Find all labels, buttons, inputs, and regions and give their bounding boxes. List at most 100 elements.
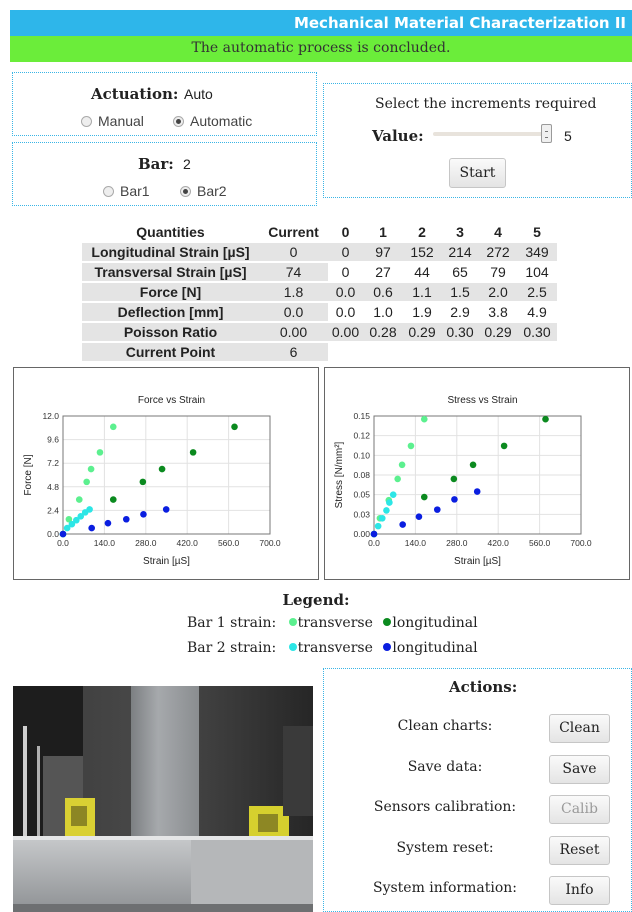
y-tick-label: 0.0: [47, 529, 59, 539]
data-point: [394, 475, 401, 483]
bar2-label: Bar2: [197, 183, 227, 199]
radio-bar2[interactable]: [180, 186, 191, 197]
actuation-value: Auto: [184, 86, 213, 102]
cell: 0.00: [328, 323, 363, 341]
data-point: [433, 506, 441, 513]
data-point: [86, 506, 93, 513]
x-tick-label: 420.0: [488, 538, 510, 548]
data-point: [158, 465, 166, 473]
x-tick-label: 140.0: [94, 538, 116, 548]
cell: [517, 343, 557, 361]
x-tick-label: 140.0: [405, 538, 427, 548]
data-point: [189, 449, 197, 456]
y-tick-label: 0.05: [353, 490, 370, 500]
info-button[interactable]: Info: [549, 876, 610, 905]
y-axis-label: Stress [N/mm²]: [334, 441, 345, 508]
row-label: Force [N]: [82, 283, 259, 301]
data-point: [162, 506, 170, 513]
data-point: [63, 524, 71, 532]
cell: 1.5: [441, 283, 479, 301]
cell: 97: [363, 243, 403, 261]
radio-bar1[interactable]: [103, 186, 114, 197]
table-row: Poisson Ratio 0.00 0.00 0.28 0.29 0.30 0…: [82, 323, 557, 341]
calib-button[interactable]: Calib: [549, 795, 610, 824]
slider-handle[interactable]: [541, 124, 552, 143]
legend-bar2-label: Bar 2 strain:: [187, 640, 277, 656]
cell: [479, 343, 517, 361]
save-button[interactable]: Save: [549, 755, 610, 784]
cell: 1.0: [363, 303, 403, 321]
data-point: [386, 499, 393, 506]
clean-button[interactable]: Clean: [549, 714, 610, 743]
chart-title: Stress vs Strain: [447, 395, 517, 406]
data-point: [420, 415, 428, 423]
bar2-option[interactable]: Bar2: [180, 183, 227, 199]
quantities-table: Quantities Current 0 1 2 3 4 5 Longitudi…: [82, 221, 557, 363]
y-tick-label: 4.8: [47, 482, 59, 492]
action-label-reset: System reset:: [396, 840, 494, 856]
cell: 0.0: [328, 303, 363, 321]
x-tick-label: 560.0: [529, 538, 551, 548]
row-label: Transversal Strain [µS]: [82, 263, 259, 281]
reset-button[interactable]: Reset: [549, 836, 610, 865]
data-point: [87, 465, 95, 473]
data-point: [88, 524, 95, 532]
cell: 349: [517, 243, 557, 261]
x-tick-label: 0.0: [57, 538, 69, 548]
camera-scene-svg: [13, 686, 313, 912]
cell: 0.29: [479, 323, 517, 341]
x-tick-label: 0.0: [368, 538, 380, 548]
data-point: [415, 513, 423, 520]
radio-automatic[interactable]: [173, 116, 184, 127]
x-axis-label: Strain [µS]: [143, 556, 190, 567]
cell: 27: [363, 263, 403, 281]
y-tick-label: 0.00: [353, 529, 370, 539]
data-point: [399, 521, 406, 528]
actuation-manual-label: Manual: [98, 113, 144, 129]
start-button[interactable]: Start: [449, 158, 506, 188]
cell: 214: [441, 243, 479, 261]
bar-label: Bar:: [138, 155, 174, 173]
data-point: [65, 515, 73, 523]
y-axis-label: Force [N]: [23, 454, 34, 495]
stress-vs-strain-chart: 0.0 140.0 280.0 420.0 560.0 700.0 0.00 0.03 0.05…: [324, 367, 630, 580]
radio-manual[interactable]: [81, 116, 92, 127]
data-point: [451, 496, 458, 503]
data-point: [378, 514, 386, 522]
cell: 0: [328, 243, 363, 261]
actuation-automatic-option[interactable]: Automatic: [173, 113, 252, 129]
increments-panel: Select the increments required Value: 5: [323, 83, 632, 198]
data-point: [500, 442, 508, 450]
x-tick-label: 700.0: [570, 538, 592, 548]
y-tick-label: 7.2: [47, 458, 59, 468]
data-point: [96, 449, 104, 456]
bar1-option[interactable]: Bar1: [103, 183, 150, 199]
actuation-manual-option[interactable]: Manual: [81, 113, 144, 129]
data-point: [59, 530, 67, 538]
plot-area: [373, 415, 582, 535]
row-label: Longitudinal Strain [µS]: [82, 243, 259, 261]
cell: 0.29: [403, 323, 441, 341]
table-header-row: Quantities Current 0 1 2 3 4 5: [82, 223, 557, 241]
table-row: Longitudinal Strain [µS] 0 0 97 152 214 …: [82, 243, 557, 261]
data-point: [109, 423, 117, 431]
data-point: [473, 488, 481, 495]
legend-row-bar2: Bar 2 strain: transverse longitudinal: [187, 640, 478, 656]
y-tick-label: 0.12: [353, 431, 370, 441]
bar1-label: Bar1: [120, 183, 150, 199]
increments-slider[interactable]: [433, 132, 547, 136]
bar1-transverse-dot: [288, 618, 297, 626]
value-label: Value:: [372, 127, 424, 145]
cell: 2.5: [517, 283, 557, 301]
data-point: [542, 415, 549, 423]
col-header-0: 0: [341, 224, 350, 240]
row-label: Poisson Ratio: [82, 323, 259, 341]
cell: 65: [441, 263, 479, 281]
cell: [403, 343, 441, 361]
bar-value: 2: [183, 156, 191, 172]
data-point: [73, 516, 80, 524]
bar-panel: Bar: 2 Bar1 Bar2: [12, 142, 317, 206]
cell: 3.8: [479, 303, 517, 321]
cell: 1.9: [403, 303, 441, 321]
x-axis-label: Strain [µS]: [454, 556, 501, 567]
